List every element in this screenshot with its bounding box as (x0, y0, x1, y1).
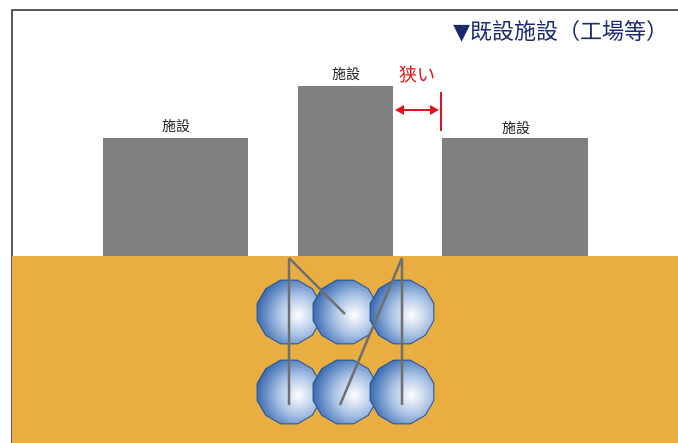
piles (256, 279, 435, 425)
building-label: 施設 (332, 67, 360, 83)
gap-arrow (395, 92, 442, 131)
building (298, 86, 393, 256)
building-label: 施設 (162, 119, 190, 135)
narrow-label: 狭い (399, 65, 435, 86)
building-label: 施設 (502, 121, 530, 137)
building (442, 138, 588, 256)
pile-ball (312, 279, 378, 345)
building (103, 138, 248, 256)
title: ▼既設施設（工場等） (453, 20, 668, 45)
pile-lines (287, 257, 404, 406)
